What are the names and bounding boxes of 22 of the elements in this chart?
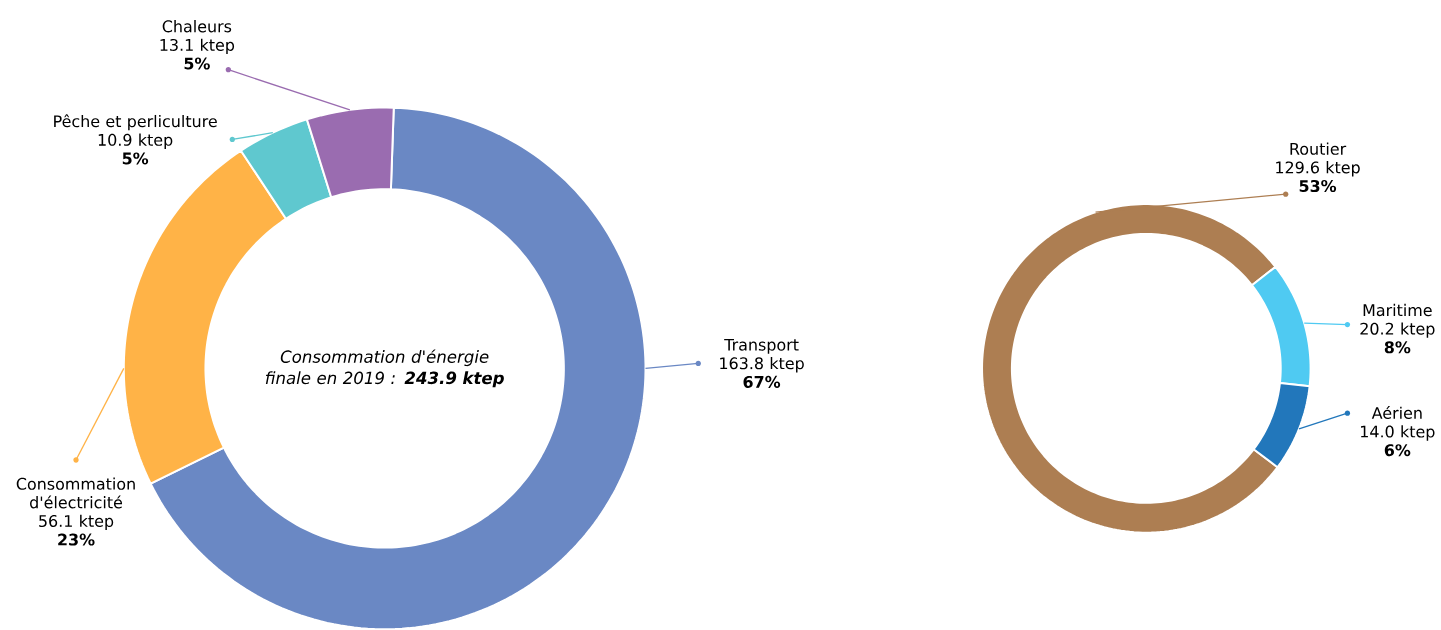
text: 23% <box>58 533 95 546</box>
slice-label: Maritime <box>1363 303 1432 317</box>
data-label: 56.1 ktep <box>39 514 114 530</box>
data-label: 14.0 ktep <box>1361 425 1435 441</box>
legend-label: Aérien <box>1371 405 1422 419</box>
legend-label: Consommation d'électricité <box>16 477 135 509</box>
data-label: 163.8 ktep <box>720 356 804 373</box>
text: 6% <box>1384 444 1411 457</box>
slice-label: Chaleurs <box>162 19 232 33</box>
text: Consommation d'énergie finale en 2019 : 243.9 ktep <box>265 349 504 388</box>
slice-label: Routier <box>1290 142 1347 155</box>
text: 67% <box>743 375 781 388</box>
data-label: 20.2 ktep <box>1360 322 1435 338</box>
data-label: 13.1 ktep <box>160 38 235 54</box>
text: 8% <box>1384 341 1411 354</box>
text: 5% <box>122 152 149 165</box>
slice-label: Pêche et perliculture <box>54 114 217 131</box>
slice-label: Transport <box>724 338 799 354</box>
text: 53% <box>1299 179 1337 192</box>
text: 5% <box>184 57 210 70</box>
data-label: 129.6 ktep <box>1276 161 1360 177</box>
data-label: 10.9 ktep <box>98 133 173 149</box>
